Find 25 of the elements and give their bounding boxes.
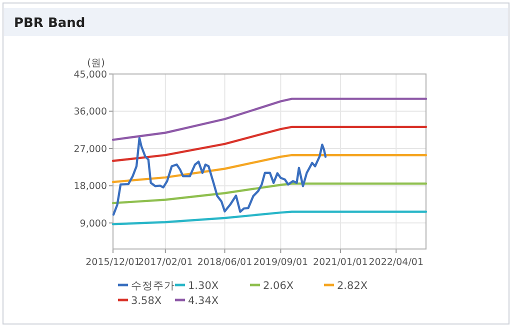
line-series (112, 98, 428, 141)
line-series (112, 210, 428, 226)
y-tick-label: 9,000 (80, 218, 107, 230)
line-series (112, 137, 327, 216)
x-tick-label: 2017/02/01 (138, 257, 193, 268)
line-series (112, 154, 428, 184)
legend-label: 수정주가 (131, 280, 175, 292)
y-tick-label: 18,000 (74, 181, 107, 192)
y-axis-title: (원) (87, 58, 105, 69)
y-tick-label: 27,000 (74, 144, 107, 155)
y-tick-label: 36,000 (74, 106, 107, 118)
legend-label: 1.30X (188, 280, 219, 292)
legend-label: 2.82X (337, 280, 368, 292)
x-tick-label: 2018/06/01 (197, 257, 252, 268)
line-series (112, 182, 428, 204)
chart-title: PBR Band (14, 16, 86, 31)
x-tick-label: 2022/04/01 (368, 257, 424, 268)
y-tick-label: 45,000 (74, 70, 107, 80)
legend-label: 4.34X (188, 295, 219, 307)
x-tick-label: 2021/01/01 (313, 257, 368, 268)
legend-label: 2.06X (263, 280, 294, 292)
line-series (112, 126, 428, 162)
x-tick-label: 2019/09/01 (253, 257, 308, 268)
x-tick-label: 2015/12/01 (86, 257, 140, 268)
legend-label: 3.58X (131, 295, 162, 307)
